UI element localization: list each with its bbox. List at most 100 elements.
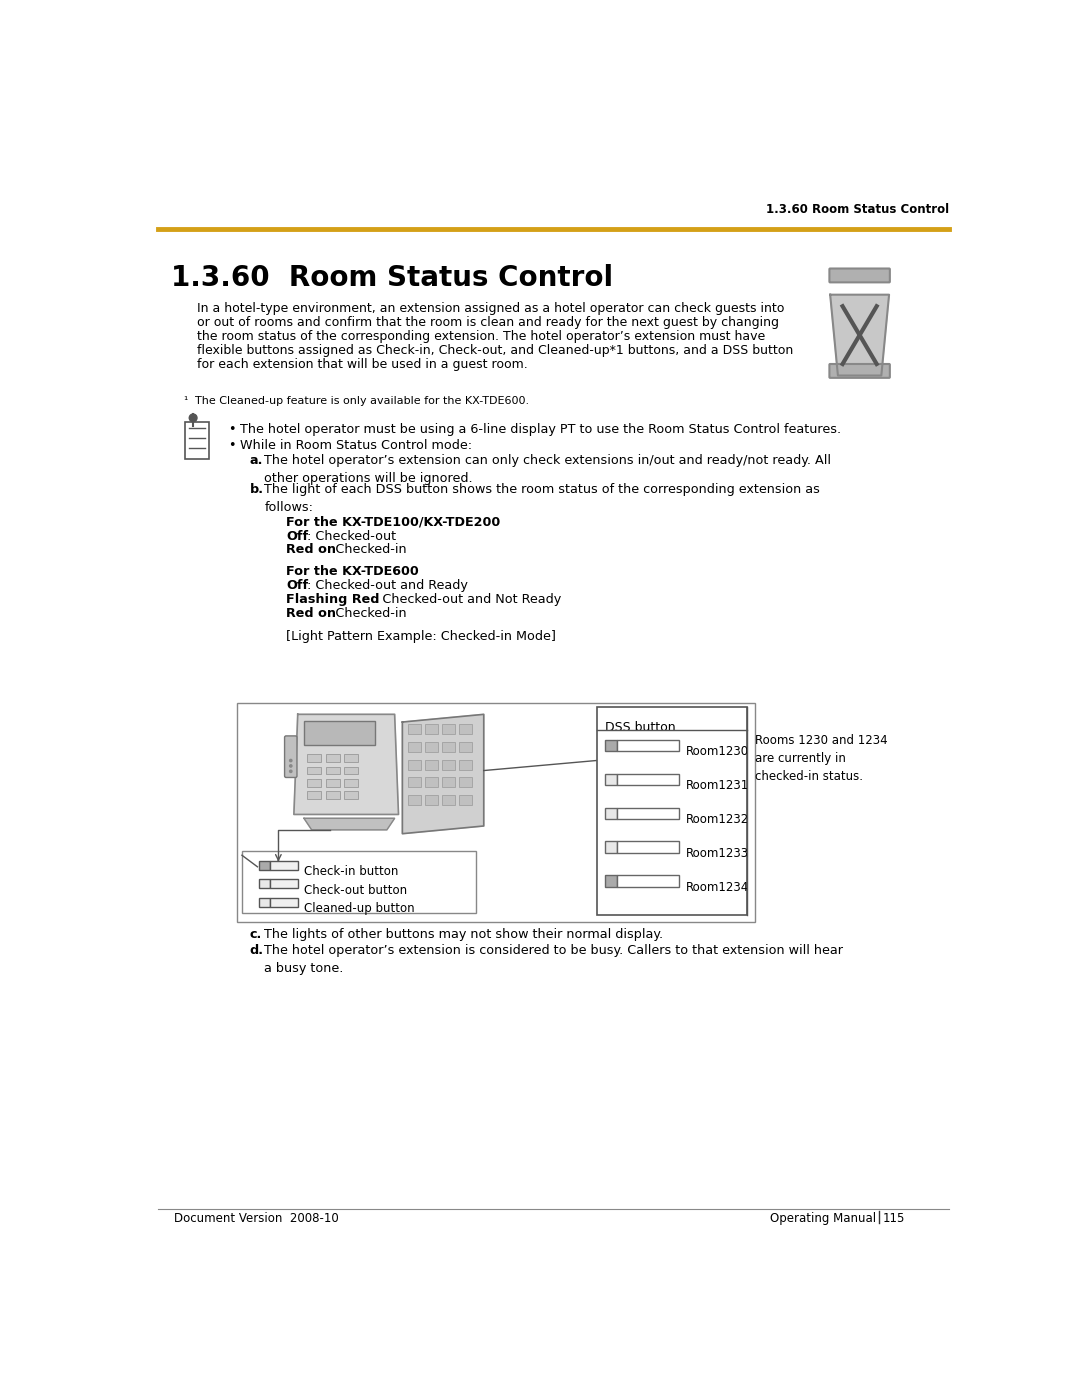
Bar: [442, 725, 455, 735]
Bar: [307, 791, 321, 799]
Bar: [605, 876, 617, 887]
Bar: [345, 767, 359, 774]
Text: The lights of other buttons may not show their normal display.: The lights of other buttons may not show…: [265, 929, 663, 942]
Bar: [459, 778, 472, 788]
Text: the room status of the corresponding extension. The hotel operator’s extension m: the room status of the corresponding ext…: [197, 330, 766, 344]
Text: Room1231: Room1231: [686, 780, 750, 792]
Text: Flashing Red: Flashing Red: [286, 592, 380, 606]
Bar: [326, 767, 339, 774]
Bar: [442, 742, 455, 752]
Bar: [459, 760, 472, 770]
Text: Red on: Red on: [286, 543, 336, 556]
Bar: [408, 742, 421, 752]
Text: Off: Off: [286, 529, 308, 542]
Text: Red on: Red on: [286, 606, 336, 619]
Bar: [617, 774, 679, 785]
Polygon shape: [403, 714, 484, 834]
Text: : Checked-in: : Checked-in: [327, 606, 407, 619]
Text: c.: c.: [249, 929, 262, 942]
Text: a.: a.: [249, 454, 264, 467]
Bar: [442, 778, 455, 788]
Bar: [259, 898, 270, 907]
Bar: [442, 760, 455, 770]
Text: Document Version  2008-10: Document Version 2008-10: [174, 1213, 338, 1225]
Text: Room1233: Room1233: [686, 847, 750, 859]
Bar: [259, 861, 270, 870]
Text: : Checked-out and Not Ready: : Checked-out and Not Ready: [374, 592, 561, 606]
Bar: [408, 760, 421, 770]
Text: Off: Off: [286, 578, 308, 592]
Bar: [605, 841, 617, 854]
Text: In a hotel-type environment, an extension assigned as a hotel operator can check: In a hotel-type environment, an extensio…: [197, 302, 784, 316]
Bar: [408, 725, 421, 735]
Text: For the KX-TDE100/KX-TDE200: For the KX-TDE100/KX-TDE200: [286, 515, 500, 528]
Circle shape: [289, 764, 292, 767]
Text: ¹: ¹: [183, 395, 187, 405]
Bar: [270, 898, 298, 907]
Bar: [307, 767, 321, 774]
Text: The hotel operator must be using a 6-line display PT to use the Room Status Cont: The hotel operator must be using a 6-lin…: [240, 423, 840, 436]
Bar: [238, 703, 755, 922]
Bar: [617, 807, 679, 819]
FancyBboxPatch shape: [829, 268, 890, 282]
Text: Check-in button: Check-in button: [303, 865, 399, 879]
Bar: [617, 841, 679, 854]
Text: The Cleaned-up feature is only available for the KX-TDE600.: The Cleaned-up feature is only available…: [195, 395, 529, 405]
Bar: [408, 795, 421, 805]
Bar: [345, 754, 359, 763]
Bar: [303, 721, 375, 745]
Bar: [242, 851, 476, 914]
Circle shape: [289, 770, 292, 773]
Circle shape: [189, 414, 197, 422]
Text: : Checked-in: : Checked-in: [327, 543, 407, 556]
Text: : Checked-out: : Checked-out: [307, 529, 396, 542]
Text: b.: b.: [249, 483, 264, 496]
Text: For the KX-TDE600: For the KX-TDE600: [286, 564, 419, 578]
Text: 115: 115: [882, 1213, 905, 1225]
FancyBboxPatch shape: [185, 422, 210, 458]
Bar: [605, 740, 617, 752]
Bar: [326, 780, 339, 787]
Bar: [326, 791, 339, 799]
FancyBboxPatch shape: [829, 365, 890, 377]
Bar: [259, 879, 270, 888]
Bar: [424, 742, 438, 752]
Bar: [459, 795, 472, 805]
Bar: [424, 778, 438, 788]
Text: •: •: [228, 439, 235, 451]
Bar: [270, 879, 298, 888]
Bar: [307, 754, 321, 763]
Bar: [459, 725, 472, 735]
Text: for each extension that will be used in a guest room.: for each extension that will be used in …: [197, 358, 528, 370]
Bar: [442, 795, 455, 805]
Bar: [597, 707, 747, 915]
Bar: [345, 780, 359, 787]
Text: While in Room Status Control mode:: While in Room Status Control mode:: [240, 439, 472, 451]
Bar: [617, 876, 679, 887]
Text: Rooms 1230 and 1234
are currently in
checked-in status.: Rooms 1230 and 1234 are currently in che…: [755, 733, 888, 782]
Text: Check-out button: Check-out button: [303, 884, 407, 897]
Text: Operating Manual: Operating Manual: [770, 1213, 876, 1225]
Text: Room1230: Room1230: [686, 745, 750, 759]
Text: [Light Pattern Example: Checked-in Mode]: [Light Pattern Example: Checked-in Mode]: [286, 630, 556, 643]
Bar: [326, 754, 339, 763]
Bar: [605, 807, 617, 819]
Polygon shape: [303, 819, 394, 830]
Bar: [307, 780, 321, 787]
Text: The hotel operator’s extension can only check extensions in/out and ready/not re: The hotel operator’s extension can only …: [265, 454, 832, 485]
Bar: [459, 742, 472, 752]
Bar: [345, 791, 359, 799]
Text: d.: d.: [249, 944, 264, 957]
Bar: [605, 774, 617, 785]
FancyBboxPatch shape: [284, 736, 297, 778]
Text: 1.3.60  Room Status Control: 1.3.60 Room Status Control: [172, 264, 613, 292]
Bar: [424, 725, 438, 735]
Text: or out of rooms and confirm that the room is clean and ready for the next guest : or out of rooms and confirm that the roo…: [197, 316, 779, 330]
Bar: [424, 760, 438, 770]
Bar: [408, 778, 421, 788]
Text: The light of each DSS button shows the room status of the corresponding extensio: The light of each DSS button shows the r…: [265, 483, 821, 514]
Text: The hotel operator’s extension is considered to be busy. Callers to that extensi: The hotel operator’s extension is consid…: [265, 944, 843, 975]
Polygon shape: [294, 714, 399, 814]
Text: Room1232: Room1232: [686, 813, 750, 826]
Bar: [617, 740, 679, 752]
